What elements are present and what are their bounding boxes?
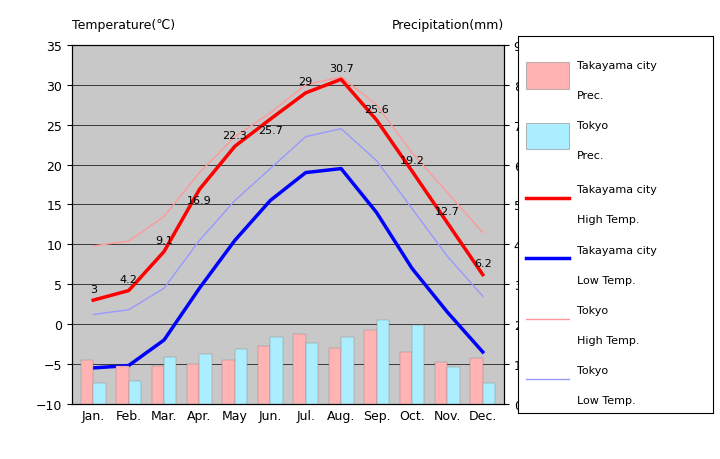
Text: Takayama city: Takayama city <box>577 185 657 195</box>
Text: Tokyo: Tokyo <box>577 365 608 375</box>
Bar <box>377 320 389 404</box>
Text: Precipitation(mm): Precipitation(mm) <box>392 19 504 32</box>
Bar <box>306 343 318 404</box>
Bar <box>187 364 199 404</box>
Text: Temperature(℃): Temperature(℃) <box>72 19 175 32</box>
Text: 6.2: 6.2 <box>474 259 492 269</box>
Text: Takayama city: Takayama city <box>577 61 657 71</box>
Bar <box>164 358 176 404</box>
Bar <box>94 383 106 404</box>
Text: 30.7: 30.7 <box>329 64 354 74</box>
Text: 3: 3 <box>90 284 96 294</box>
Bar <box>470 358 482 404</box>
Text: 25.6: 25.6 <box>364 104 389 114</box>
Bar <box>152 366 164 404</box>
Text: 25.7: 25.7 <box>258 126 283 136</box>
Bar <box>129 381 141 404</box>
Bar <box>116 366 129 404</box>
Text: High Temp.: High Temp. <box>577 336 639 345</box>
FancyBboxPatch shape <box>526 123 569 150</box>
Text: 12.7: 12.7 <box>435 207 460 217</box>
Text: 16.9: 16.9 <box>187 196 212 206</box>
Bar <box>270 337 283 404</box>
FancyBboxPatch shape <box>526 63 569 90</box>
Text: Prec.: Prec. <box>577 91 604 101</box>
Text: Tokyo: Tokyo <box>577 121 608 131</box>
Text: Takayama city: Takayama city <box>577 245 657 255</box>
Bar <box>447 367 460 404</box>
Bar <box>329 348 341 404</box>
Bar <box>341 337 354 404</box>
Text: 9.1: 9.1 <box>156 235 173 246</box>
Text: Low Temp.: Low Temp. <box>577 275 635 285</box>
Bar <box>435 362 447 404</box>
Text: 29: 29 <box>299 77 312 87</box>
Text: 19.2: 19.2 <box>400 155 424 165</box>
Bar <box>293 334 306 404</box>
Bar <box>400 352 412 404</box>
Bar <box>235 349 247 404</box>
Bar <box>258 346 270 404</box>
Bar <box>412 325 424 404</box>
Text: Low Temp.: Low Temp. <box>577 396 635 406</box>
Bar <box>482 384 495 404</box>
Bar <box>81 360 94 404</box>
Text: Tokyo: Tokyo <box>577 305 608 315</box>
Text: 4.2: 4.2 <box>120 274 138 285</box>
Bar <box>199 355 212 404</box>
Text: 22.3: 22.3 <box>222 131 248 140</box>
Bar <box>364 330 377 404</box>
Text: High Temp.: High Temp. <box>577 215 639 225</box>
Text: Prec.: Prec. <box>577 151 604 161</box>
Bar <box>222 360 235 404</box>
